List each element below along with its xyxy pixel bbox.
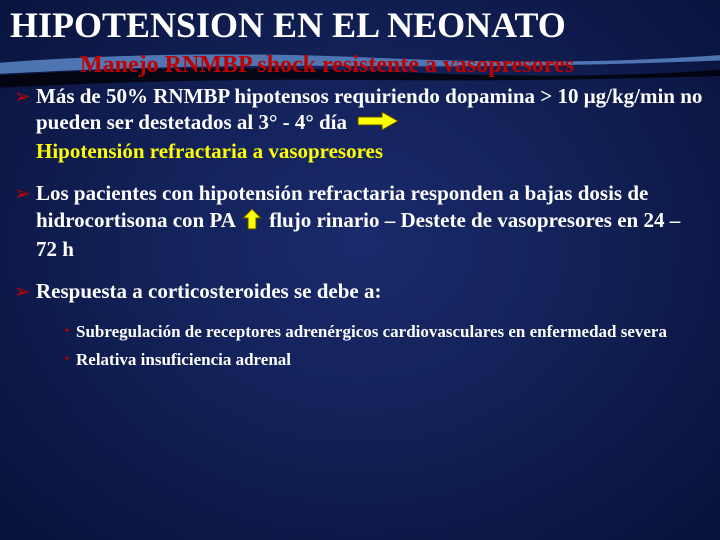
bullet-text: Respuesta a corticosteroides se debe a: (36, 278, 381, 304)
content-area: ➢ Más de 50% RNMBP hipotensos requiriend… (0, 83, 720, 372)
slide: HIPOTENSION EN EL NEONATO Manejo RNMBP s… (0, 0, 720, 540)
bullet-marker-icon: ➢ (14, 83, 36, 110)
arrow-up-icon (242, 208, 262, 236)
subpoints: • Subregulación de receptores adrenérgic… (58, 321, 706, 371)
bullet-item: ➢ Más de 50% RNMBP hipotensos requiriend… (14, 83, 706, 165)
slide-title: HIPOTENSION EN EL NEONATO (0, 0, 720, 46)
subbullet-marker-icon: • (58, 349, 76, 369)
subpoint-item: • Subregulación de receptores adrenérgic… (58, 321, 706, 343)
bullet-text: Más de 50% RNMBP hipotensos requiriendo … (36, 83, 706, 165)
slide-subtitle: Manejo RNMBP shock resistente a vasopres… (0, 46, 720, 83)
bullet-item: ➢ Respuesta a corticosteroides se debe a… (14, 278, 706, 305)
bullet-text: Los pacientes con hipotensión refractari… (36, 180, 706, 262)
bullet-marker-icon: ➢ (14, 180, 36, 207)
subpoint-item: • Relativa insuficiencia adrenal (58, 349, 706, 371)
bullet-marker-icon: ➢ (14, 278, 36, 305)
bullet-1-highlight: Hipotensión refractaria a vasopresores (36, 139, 383, 163)
bullet-3-line: Respuesta a corticosteroides se debe a: (36, 279, 381, 303)
bullet-item: ➢ Los pacientes con hipotensión refracta… (14, 180, 706, 262)
subpoint-text: Subregulación de receptores adrenérgicos… (76, 321, 667, 343)
subbullet-marker-icon: • (58, 321, 76, 341)
arrow-right-icon (356, 110, 400, 138)
subpoint-text: Relativa insuficiencia adrenal (76, 349, 291, 371)
